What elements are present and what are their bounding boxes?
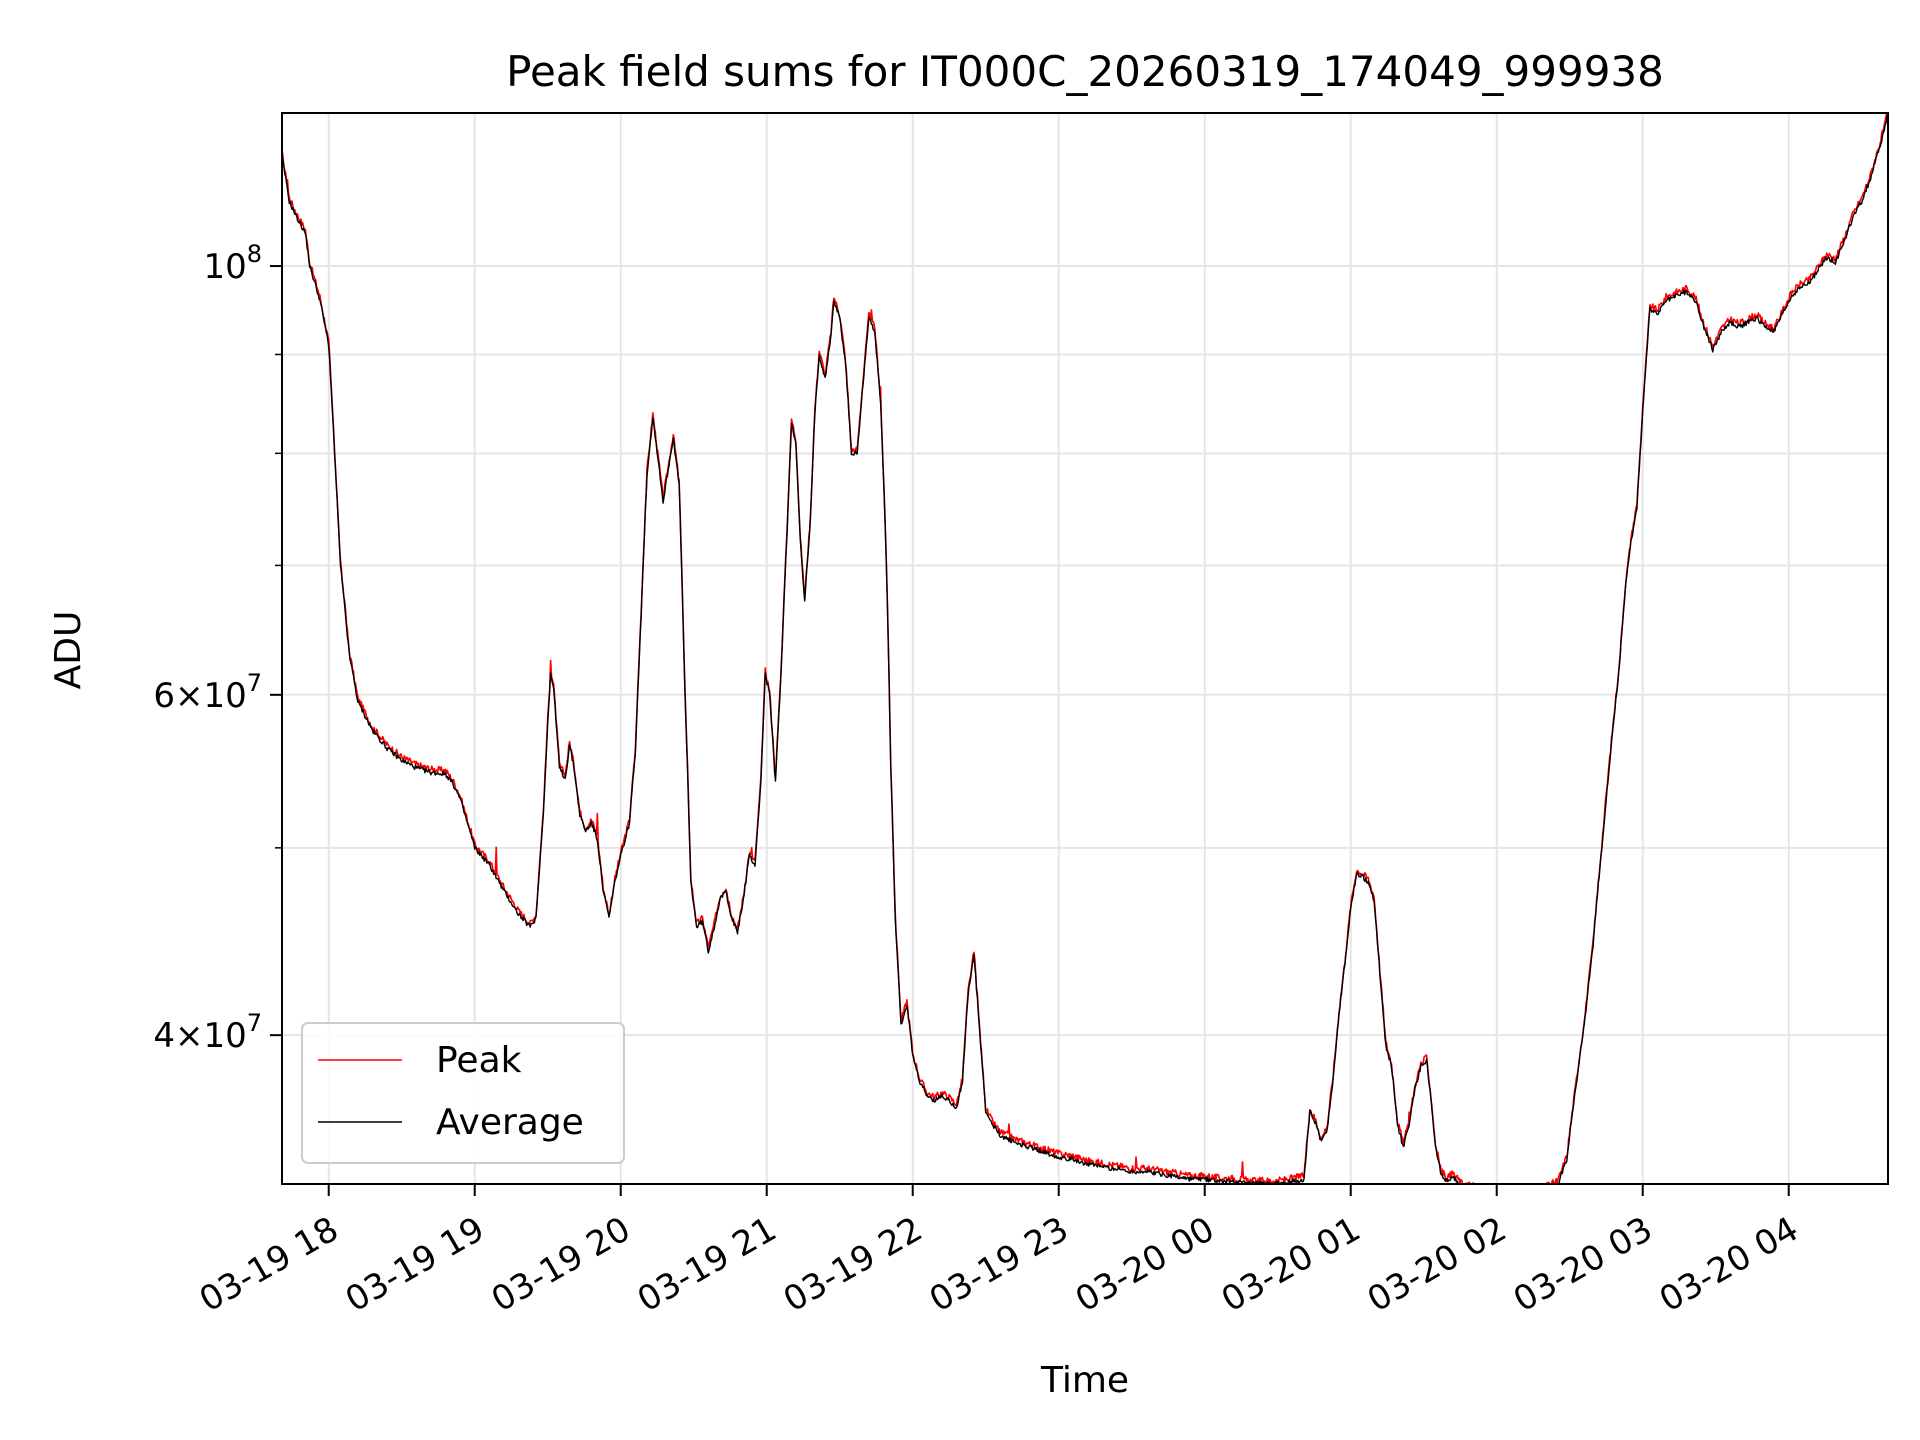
y-tick-label: 4×107 bbox=[153, 1009, 262, 1056]
plot-frame bbox=[281, 112, 1889, 1185]
y-axis: 4×107 6×107 108 bbox=[153, 240, 282, 1056]
series-layer bbox=[282, 113, 1888, 1184]
series-group bbox=[282, 113, 1888, 1184]
series-average-line bbox=[282, 113, 1888, 1184]
legend-average-label: Average bbox=[436, 1102, 584, 1143]
legend-peak-label: Peak bbox=[436, 1040, 522, 1081]
y-tick-label: 6×107 bbox=[153, 669, 262, 716]
y-tick-label: 108 bbox=[203, 240, 262, 287]
y-axis-title: ADU bbox=[48, 611, 89, 690]
legend: Peak Average bbox=[301, 1022, 625, 1164]
x-axis-title: Time bbox=[1040, 1360, 1129, 1401]
legend-box bbox=[301, 1022, 625, 1164]
chart-title: Peak field sums for IT000C_20260319_1740… bbox=[506, 47, 1664, 96]
